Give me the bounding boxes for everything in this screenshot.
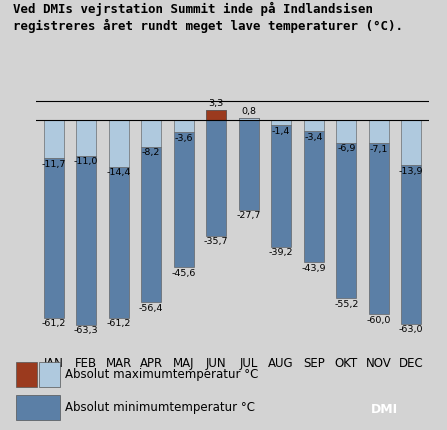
Bar: [336, 120, 356, 143]
Text: 0,8: 0,8: [241, 107, 256, 116]
Bar: [336, 143, 356, 298]
Text: Absolut maximumtemperatur °C: Absolut maximumtemperatur °C: [65, 368, 259, 381]
Bar: [304, 120, 324, 132]
Bar: [369, 120, 389, 143]
Text: -63,3: -63,3: [74, 326, 98, 335]
Bar: [141, 147, 161, 302]
Text: -14,4: -14,4: [106, 169, 131, 178]
Text: -35,7: -35,7: [204, 237, 228, 246]
Text: registreres året rundt meget lave temperaturer (°C).: registreres året rundt meget lave temper…: [13, 19, 403, 34]
Bar: [173, 132, 194, 267]
Text: -11,7: -11,7: [42, 160, 66, 169]
Bar: [39, 362, 59, 387]
Text: Absolut minimumtemperatur °C: Absolut minimumtemperatur °C: [65, 401, 255, 414]
Bar: [43, 120, 64, 158]
Text: -61,2: -61,2: [106, 319, 131, 329]
Bar: [43, 158, 64, 318]
Text: -3,6: -3,6: [174, 134, 193, 143]
Bar: [401, 165, 422, 324]
Text: -8,2: -8,2: [142, 148, 160, 157]
Text: -1,4: -1,4: [272, 126, 291, 135]
Text: -60,0: -60,0: [367, 316, 391, 325]
Bar: [109, 167, 129, 318]
Text: -27,7: -27,7: [236, 212, 261, 220]
Text: DMI: DMI: [371, 403, 398, 416]
Bar: [76, 120, 96, 156]
Bar: [239, 118, 259, 210]
Text: -6,9: -6,9: [337, 144, 355, 153]
Text: -13,9: -13,9: [399, 167, 423, 176]
Bar: [304, 132, 324, 262]
Text: -63,0: -63,0: [399, 325, 423, 334]
Text: -43,9: -43,9: [301, 264, 326, 273]
Bar: [369, 143, 389, 314]
Text: -61,2: -61,2: [42, 319, 66, 329]
Text: -56,4: -56,4: [139, 304, 163, 313]
Bar: [141, 120, 161, 147]
Text: Ved DMIs vejrstation Summit inde på Indlandsisen: Ved DMIs vejrstation Summit inde på Indl…: [13, 2, 373, 16]
Bar: [239, 118, 259, 120]
Text: -39,2: -39,2: [269, 249, 293, 258]
Bar: [109, 120, 129, 167]
Text: -55,2: -55,2: [334, 300, 358, 309]
Bar: [401, 120, 422, 165]
Bar: [76, 156, 96, 325]
Bar: [271, 120, 291, 125]
Text: -7,1: -7,1: [370, 145, 388, 154]
Bar: [16, 362, 37, 387]
Text: -45,6: -45,6: [172, 269, 196, 278]
Text: -11,0: -11,0: [74, 157, 98, 166]
Bar: [173, 120, 194, 132]
Bar: [206, 110, 226, 120]
Bar: [271, 125, 291, 247]
Bar: [206, 110, 226, 236]
Text: 3,3: 3,3: [209, 99, 224, 108]
Bar: [16, 395, 59, 421]
Text: -3,4: -3,4: [304, 133, 323, 142]
